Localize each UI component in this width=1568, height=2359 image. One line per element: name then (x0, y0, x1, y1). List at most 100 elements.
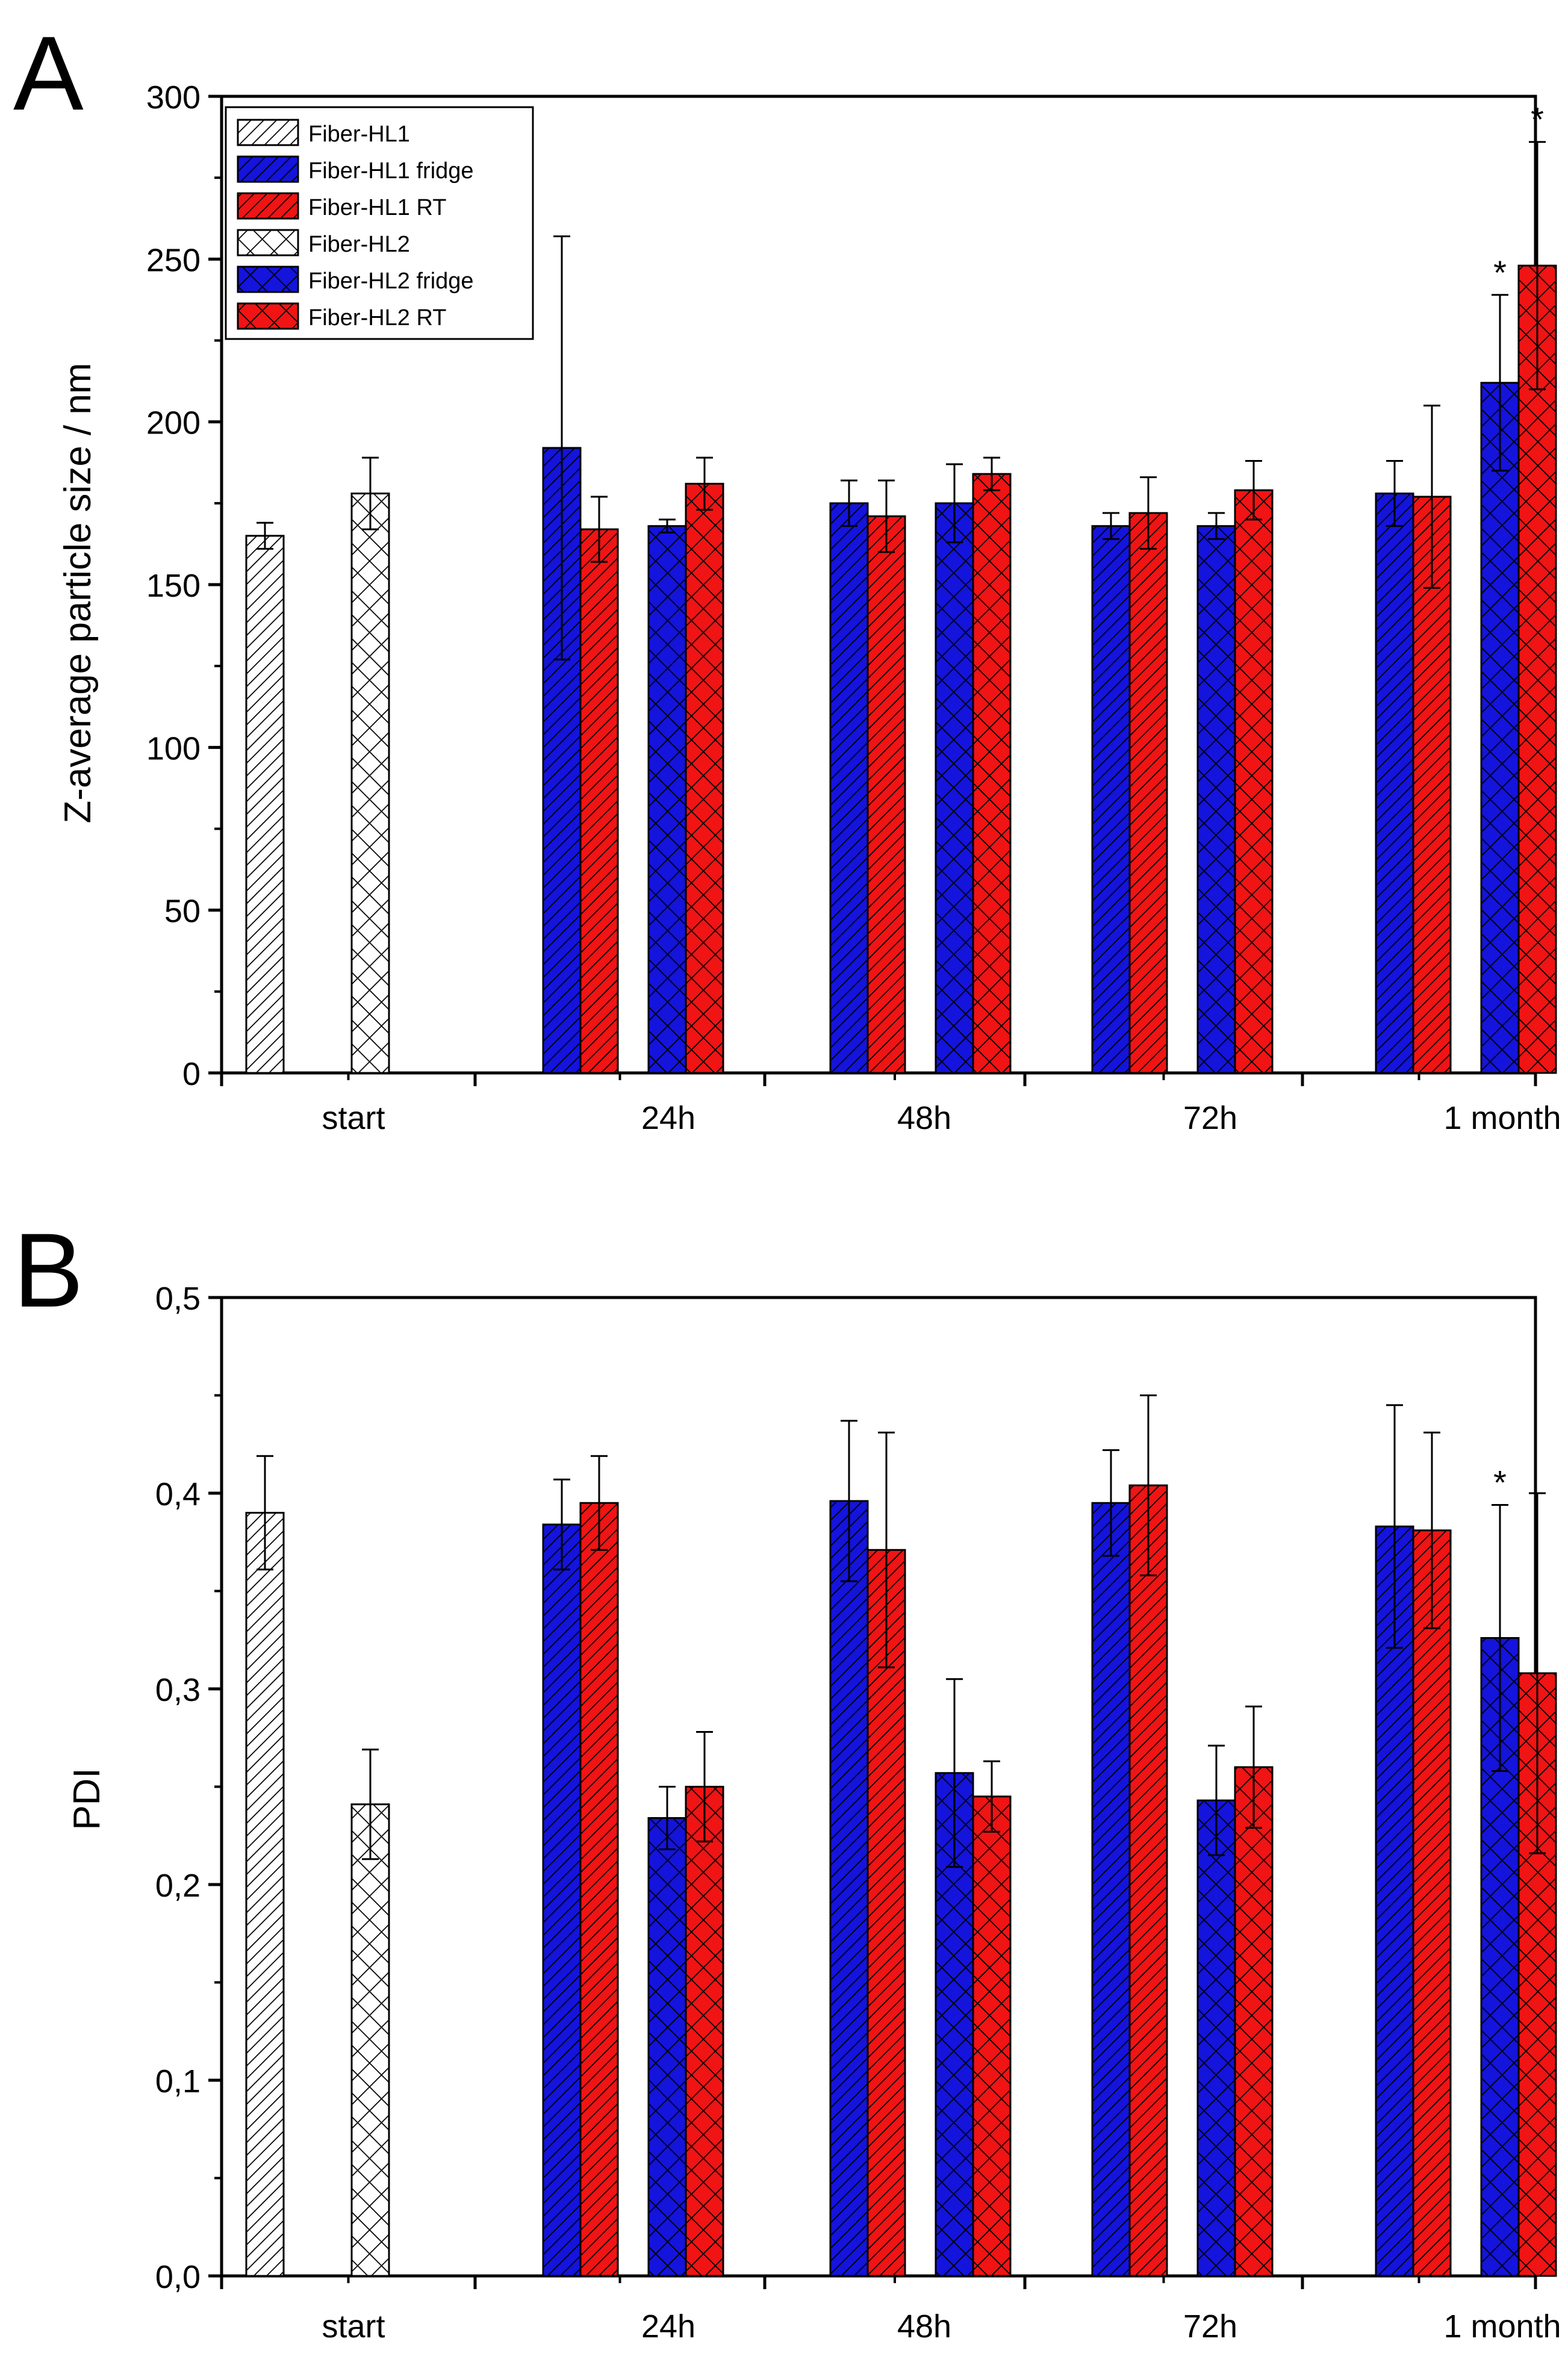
bar-pattern (972, 473, 1012, 1074)
legend-swatch-pattern (237, 229, 299, 256)
y-tick-label: 0,3 (155, 1672, 201, 1708)
bar-group (245, 1455, 285, 2277)
bar-group (1091, 1449, 1131, 2277)
bar-pattern (1375, 493, 1414, 1074)
legend-swatch-pattern (237, 155, 299, 183)
x-category-label: 1 month (1443, 1100, 1561, 1136)
legend-label: Fiber-HL2 RT (308, 305, 446, 331)
y-tick-label: 150 (146, 568, 201, 604)
significance-marker: * (1493, 253, 1507, 291)
bar-pattern (245, 1512, 285, 2277)
bar-pattern (866, 1549, 906, 2277)
x-category-label: 72h (1183, 1100, 1237, 1136)
bar-pattern (1412, 496, 1452, 1074)
y-tick-label: 300 (146, 79, 201, 116)
bar-pattern (1480, 382, 1520, 1074)
bar-group (542, 235, 582, 1074)
legend-item: Fiber-HL1 RT (237, 192, 446, 220)
bar-group (1128, 1394, 1168, 2277)
legend-label: Fiber-HL2 fridge (308, 269, 474, 294)
y-tick-label: 0,5 (155, 1281, 201, 1317)
bar-group (647, 1786, 687, 2277)
bar-group (1128, 476, 1168, 1074)
bar-pattern (1128, 512, 1168, 1074)
significance-marker: * (1531, 101, 1544, 138)
panel-label-a: A (13, 15, 84, 132)
bar-pattern (829, 1500, 869, 2277)
y-tick-label: 200 (146, 405, 201, 441)
x-categories-a: start 24h 48h 72h 1 month (220, 1073, 1561, 1136)
x-category-label: 48h (897, 2308, 951, 2345)
bar-group (1412, 1431, 1452, 2277)
bar-group (1196, 512, 1236, 1074)
legend-swatch-pattern (237, 192, 299, 220)
significance-marker: * (1493, 1464, 1507, 1502)
bar-group: * (1517, 101, 1557, 1074)
bars-b: * (245, 1394, 1557, 2277)
bar-pattern (350, 1803, 390, 2277)
legend-item: Fiber-HL2 (237, 229, 410, 257)
bar-group (935, 1678, 974, 2277)
bar-pattern (647, 1817, 687, 2277)
y-tick-label: 0 (182, 1056, 201, 1092)
bar-group: * (1480, 253, 1520, 1074)
bar-pattern (685, 1786, 724, 2277)
bar-pattern (866, 515, 906, 1074)
bar-pattern (542, 447, 582, 1074)
legend-item: Fiber-HL2 RT (237, 302, 446, 331)
bar-group (1517, 1492, 1557, 2277)
bar-pattern (829, 502, 869, 1074)
legend-label: Fiber-HL1 fridge (308, 158, 474, 184)
y-tick-label: 250 (146, 242, 201, 278)
bar-group (1196, 1744, 1236, 2277)
legend-item: Fiber-HL2 fridge (237, 266, 474, 294)
panel-b: B PDI 0,0 0,1 0,2 0,3 0,4 0,5 start 24h 48h 72h 1… (13, 1212, 1561, 2345)
bar-group: * (1480, 1464, 1520, 2277)
bar-pattern (1234, 1766, 1274, 2277)
bars-a: ** (245, 101, 1557, 1074)
bar-group (829, 479, 869, 1074)
y-tick-label: 0,4 (155, 1476, 201, 1512)
bar-group (1412, 405, 1452, 1074)
panel-a: A Z-average particle size / nm 0 50 100 150… (13, 15, 1561, 1136)
bar-pattern (647, 525, 687, 1074)
bar-group (866, 479, 906, 1074)
bar-group (245, 521, 285, 1074)
y-tick-label: 0,2 (155, 1868, 201, 1904)
x-category-label: 72h (1183, 2308, 1237, 2345)
bar-group (1234, 460, 1274, 1074)
legend-item: Fiber-HL1 (237, 119, 410, 147)
bar-pattern (972, 1795, 1012, 2277)
legend-label: Fiber-HL2 (308, 232, 410, 257)
legend-swatch-pattern (237, 302, 299, 330)
bar-group (972, 1760, 1012, 2277)
y-tick-label: 0,1 (155, 2063, 201, 2099)
bar-pattern (1196, 525, 1236, 1074)
bar-group (1375, 1404, 1414, 2277)
bar-pattern (542, 1523, 582, 2277)
bar-pattern (1517, 264, 1557, 1074)
bar-group (350, 456, 390, 1074)
legend-label: Fiber-HL1 RT (308, 195, 446, 220)
bar-pattern (685, 482, 724, 1074)
legend-label: Fiber-HL1 (308, 122, 410, 147)
bar-pattern (1196, 1799, 1236, 2277)
bar-group (866, 1431, 906, 2277)
legend-item: Fiber-HL1 fridge (237, 155, 474, 184)
bar-group (1234, 1705, 1274, 2277)
bar-pattern (1128, 1484, 1168, 2277)
bar-group (350, 1748, 390, 2277)
bar-pattern (1412, 1529, 1452, 2277)
y-ticks-b: 0,0 0,1 0,2 0,3 0,4 0,5 (155, 1281, 222, 2295)
bar-pattern (1091, 1502, 1131, 2277)
bar-group (972, 456, 1012, 1074)
y-tick-label: 50 (164, 894, 201, 930)
x-category-label: 24h (641, 2308, 695, 2345)
y-tick-label: 100 (146, 730, 201, 766)
bar-pattern (935, 502, 974, 1074)
x-category-label: start (322, 1100, 385, 1136)
bar-pattern (579, 528, 619, 1074)
bar-group (1375, 460, 1414, 1074)
bar-group (647, 518, 687, 1074)
